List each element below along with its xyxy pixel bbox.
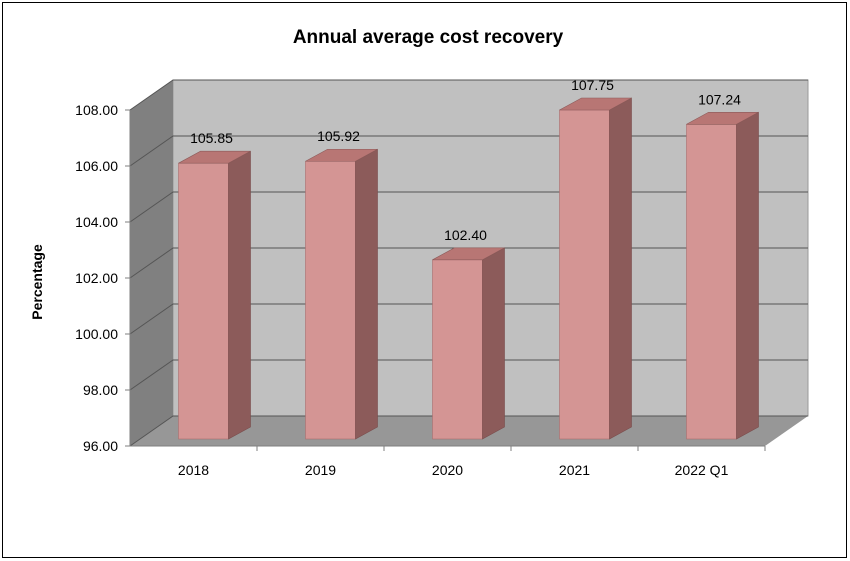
y-tick-label: 100.00 [75, 326, 118, 342]
y-tick-label: 108.00 [75, 102, 118, 118]
bar-top [559, 97, 632, 111]
y-tick-label: 98.00 [83, 382, 118, 398]
bar-side [355, 148, 378, 440]
bar-side [609, 97, 632, 440]
bar-side [228, 150, 251, 440]
bar-top [432, 247, 505, 261]
data-label: 107.24 [698, 91, 741, 107]
bar-side [482, 247, 505, 440]
gridline [129, 79, 808, 111]
x-tick-label: 2018 [178, 462, 209, 478]
bar-side [736, 111, 759, 440]
x-tick-label: 2021 [559, 462, 590, 478]
bar-top [305, 148, 378, 162]
y-tick-label: 102.00 [75, 270, 118, 286]
data-label: 105.85 [190, 130, 233, 146]
y-axis-title: Percentage [29, 244, 45, 320]
y-tick-label: 96.00 [83, 438, 118, 454]
bar-top [686, 111, 759, 125]
x-tick-label: 2020 [432, 462, 463, 478]
bar [432, 259, 483, 440]
data-label: 102.40 [444, 227, 487, 243]
x-tick-label: 2022 Q1 [675, 462, 729, 478]
x-tick-label: 2019 [305, 462, 336, 478]
bar-top [178, 150, 251, 164]
y-tick-label: 106.00 [75, 158, 118, 174]
bar [178, 162, 229, 440]
data-label: 105.92 [317, 128, 360, 144]
bar [305, 160, 356, 440]
bar [559, 109, 610, 440]
y-tick-label: 104.00 [75, 214, 118, 230]
bar [686, 123, 737, 440]
chart-title: Annual average cost recovery [293, 27, 564, 48]
plot-area: 96.00 98.00 100.00 102.00 104.00 106.00 108.00… [75, 77, 809, 478]
data-label: 107.75 [571, 77, 614, 93]
